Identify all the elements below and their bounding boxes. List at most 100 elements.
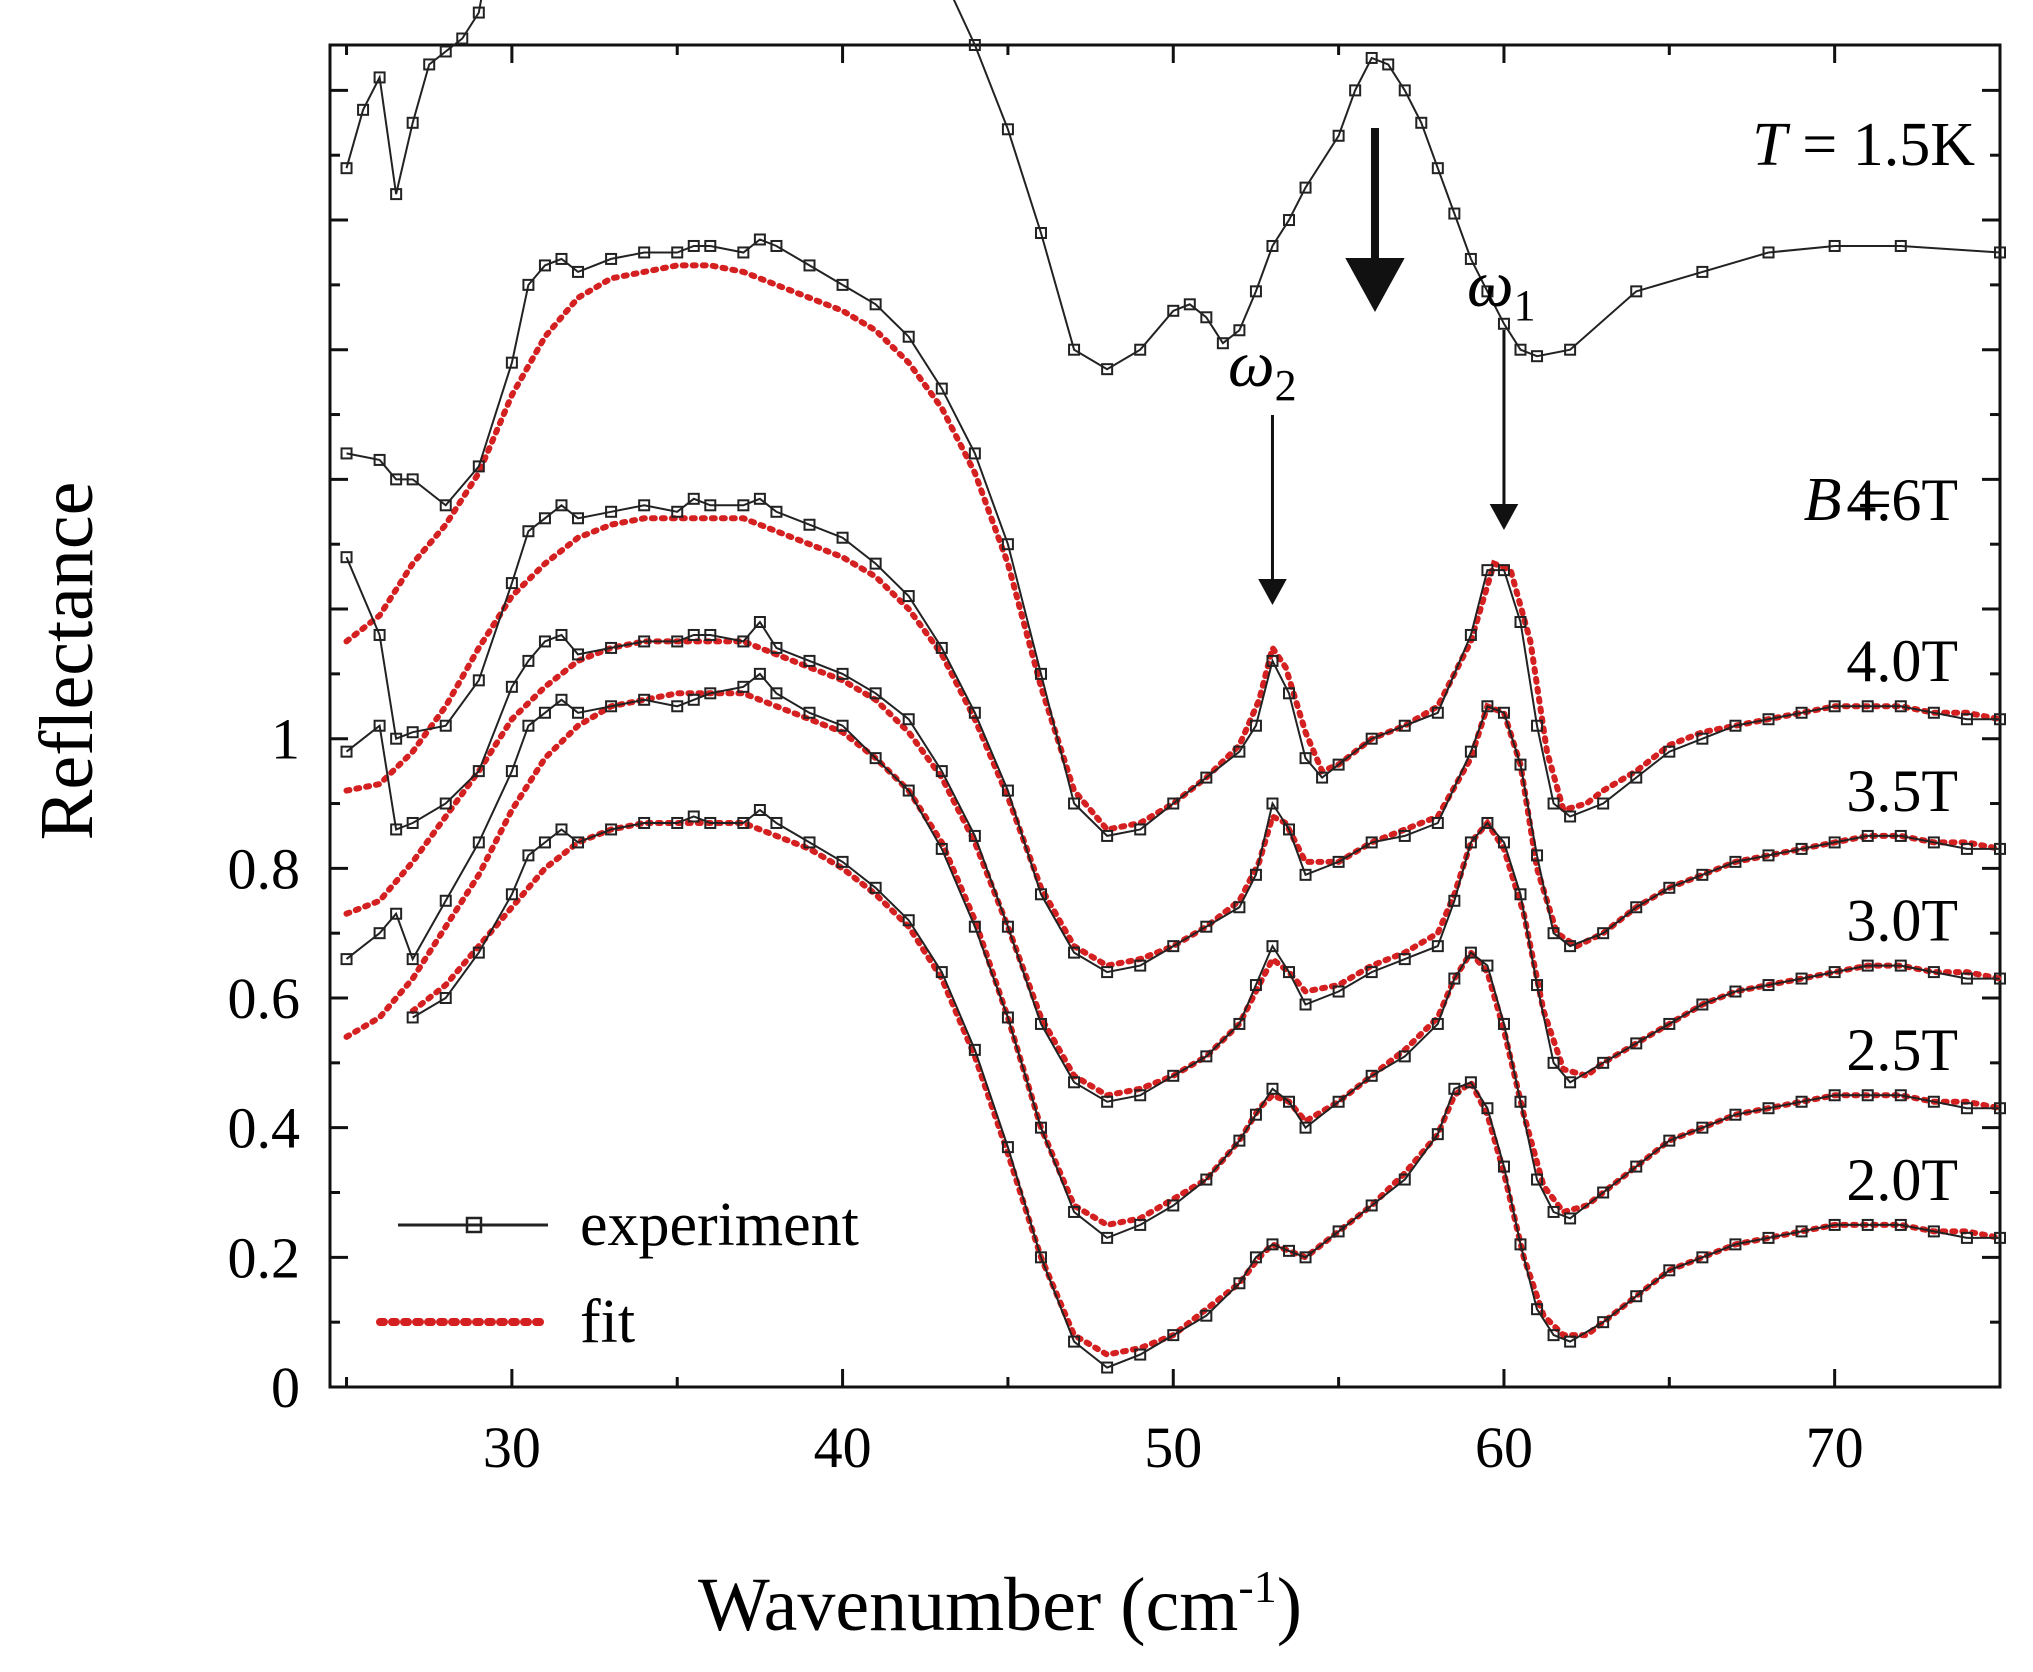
experiment-point bbox=[340, 162, 353, 175]
experiment-point bbox=[935, 842, 948, 855]
experiment-point bbox=[753, 804, 766, 817]
experiment-point bbox=[1564, 810, 1577, 823]
y-tick-label: 0.2 bbox=[228, 1225, 301, 1290]
field-label-prefix: B = bbox=[1804, 466, 1892, 534]
experiment-point bbox=[1332, 985, 1345, 998]
experiment-point bbox=[1134, 1348, 1147, 1361]
experiment-point bbox=[803, 836, 816, 849]
experiment-point bbox=[836, 531, 849, 544]
experiment-point bbox=[638, 499, 651, 512]
experiment-point bbox=[803, 706, 816, 719]
experiment-point bbox=[1134, 1218, 1147, 1231]
omega2-arrow-head bbox=[1258, 579, 1287, 605]
experiment-point bbox=[1994, 972, 2006, 985]
experiment-point bbox=[1729, 719, 1742, 732]
experiment-point bbox=[1696, 868, 1709, 881]
experiment-point bbox=[1531, 1173, 1544, 1186]
experiment-point bbox=[1001, 784, 1014, 797]
experiment-point bbox=[373, 927, 386, 940]
experiment-point bbox=[704, 816, 717, 829]
experiment-point bbox=[1034, 888, 1047, 901]
experiment-point bbox=[456, 32, 469, 45]
experiment-point bbox=[538, 635, 551, 648]
experiment-point bbox=[1283, 687, 1296, 700]
experiment-point bbox=[1034, 1251, 1047, 1264]
experiment-point bbox=[1696, 998, 1709, 1011]
experiment-point bbox=[340, 551, 353, 564]
experiment-line-4.0T bbox=[346, 238, 2000, 837]
experiment-point bbox=[1283, 214, 1296, 227]
experiment-point bbox=[836, 855, 849, 868]
experiment-point bbox=[902, 330, 915, 343]
experiment-point bbox=[1448, 207, 1461, 220]
experiment-point bbox=[803, 518, 816, 531]
experiment-point bbox=[1547, 927, 1560, 940]
bold-arrow-head bbox=[1345, 258, 1405, 312]
experiment-point bbox=[1349, 84, 1362, 97]
omega1-label: ω1 bbox=[1467, 248, 1536, 330]
experiment-point bbox=[538, 512, 551, 525]
experiment-point bbox=[1266, 654, 1279, 667]
experiment-point bbox=[1332, 129, 1345, 142]
experiment-point bbox=[1101, 1231, 1114, 1244]
experiment-point bbox=[406, 816, 419, 829]
experiment-point bbox=[1630, 1160, 1643, 1173]
experiment-point bbox=[1034, 1121, 1047, 1134]
experiment-point bbox=[1464, 946, 1477, 959]
experiment-point bbox=[605, 823, 618, 836]
experiment-point bbox=[671, 635, 684, 648]
temperature-label: T = 1.5K bbox=[1752, 111, 1975, 179]
experiment-point bbox=[1729, 1108, 1742, 1121]
experiment-point bbox=[737, 816, 750, 829]
experiment-point bbox=[522, 278, 535, 291]
experiment-point bbox=[1464, 836, 1477, 849]
experiment-point bbox=[638, 693, 651, 706]
x-tick-label: 60 bbox=[1475, 1415, 1533, 1480]
experiment-point bbox=[439, 992, 452, 1005]
experiment-point bbox=[1795, 1225, 1808, 1238]
experiment-point bbox=[1299, 752, 1312, 765]
experiment-point bbox=[1249, 979, 1262, 992]
experiment-point bbox=[572, 512, 585, 525]
experiment-point bbox=[555, 823, 568, 836]
experiment-point bbox=[1167, 304, 1180, 317]
experiment-point bbox=[1894, 959, 1907, 972]
experiment-point bbox=[1597, 797, 1610, 810]
experiment-point bbox=[406, 726, 419, 739]
experiment-point bbox=[472, 6, 485, 19]
experiment-point bbox=[1101, 1095, 1114, 1108]
experiment-point bbox=[1448, 1082, 1461, 1095]
experiment-point bbox=[572, 836, 585, 849]
series-3.0T bbox=[340, 615, 2006, 1108]
experiment-point bbox=[1233, 901, 1246, 914]
experiment-point bbox=[836, 719, 849, 732]
experiment-point bbox=[1927, 706, 1940, 719]
experiment-point bbox=[1630, 285, 1643, 298]
experiment-point bbox=[1299, 1121, 1312, 1134]
series-4.6T bbox=[340, 0, 2006, 376]
experiment-point bbox=[439, 894, 452, 907]
experiment-point bbox=[1068, 343, 1081, 356]
experiment-point bbox=[1101, 829, 1114, 842]
experiment-point bbox=[1233, 745, 1246, 758]
experiment-point bbox=[406, 953, 419, 966]
experiment-point bbox=[1696, 1251, 1709, 1264]
experiment-point bbox=[1283, 1244, 1296, 1257]
experiment-point bbox=[439, 45, 452, 58]
experiment-point bbox=[1762, 713, 1775, 726]
experiment-point bbox=[605, 641, 618, 654]
experiment-point bbox=[1861, 700, 1874, 713]
experiment-point bbox=[1068, 946, 1081, 959]
y-tick-label: 0.6 bbox=[228, 966, 301, 1031]
experiment-point bbox=[869, 298, 882, 311]
experiment-point bbox=[1398, 1173, 1411, 1186]
experiment-point bbox=[572, 706, 585, 719]
experiment-point bbox=[1762, 979, 1775, 992]
experiment-point bbox=[1514, 1095, 1527, 1108]
experiment-point bbox=[538, 836, 551, 849]
experiment-point bbox=[968, 1043, 981, 1056]
experiment-point bbox=[737, 635, 750, 648]
experiment-point bbox=[1431, 816, 1444, 829]
series-layer bbox=[340, 0, 2006, 1374]
y-tick-label: 0.8 bbox=[228, 836, 301, 901]
